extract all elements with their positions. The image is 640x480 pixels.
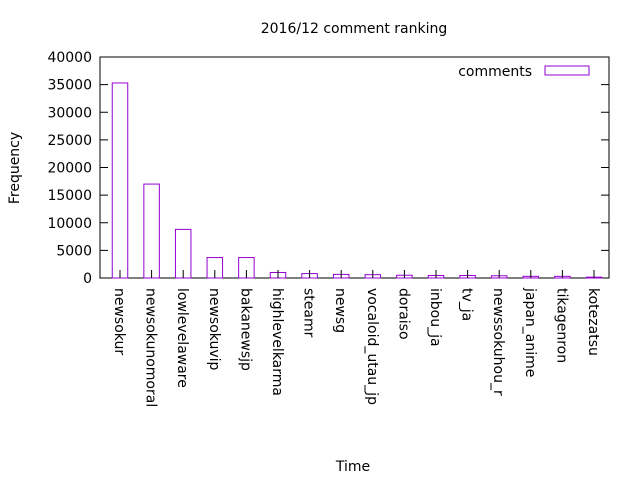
y-axis-label: Frequency: [7, 132, 23, 204]
x-axis-label: Time: [335, 459, 370, 475]
x-tick-label: steamr: [301, 288, 317, 338]
x-tick-label: kotezatsu: [585, 288, 601, 356]
bar-newsokunomoral: [143, 183, 160, 279]
x-tick-label: lowlevelaware: [174, 288, 190, 388]
y-tick-label: 0: [83, 271, 92, 287]
y-tick-label: 15000: [47, 188, 92, 204]
x-tick-label: vocaloid_utau_jp: [364, 288, 380, 405]
x-tick-label: bakanewsjp: [237, 288, 253, 371]
x-tick-label: newsokunomoral: [143, 288, 159, 407]
x-tick-label: newssokuhou_r: [490, 288, 506, 396]
x-tick-label: newsokuvip: [206, 288, 222, 371]
y-tick-label: 10000: [47, 216, 92, 232]
plot-border: [99, 56, 610, 279]
legend-swatch: [544, 65, 590, 76]
bar-newsokur: [111, 82, 129, 279]
y-tick-label: 35000: [47, 78, 92, 94]
x-tick-label: highlevelkarma: [269, 288, 285, 396]
y-axis: 0 5000 10000 15000 20000 25000 30000 35000 40000: [47, 50, 609, 287]
x-tick-label: inbou_ja: [427, 288, 443, 347]
bar-series: [111, 82, 603, 279]
y-tick-label: 20000: [47, 161, 92, 177]
legend: comments: [458, 64, 590, 80]
y-tick-label: 30000: [47, 105, 92, 121]
x-tick-label: tv_ja: [459, 288, 475, 321]
x-tick-label: japan_anime: [522, 287, 538, 377]
x-tick-label: newsg: [332, 288, 348, 333]
x-tick-label: tikagenron: [553, 288, 569, 363]
y-tick-label: 25000: [47, 133, 92, 149]
legend-label: comments: [458, 64, 532, 80]
x-tick-label: newsokur: [111, 288, 127, 355]
y-tick-label: 40000: [47, 50, 92, 66]
y-tick-label: 5000: [56, 243, 92, 259]
x-tick-label: doraiso: [395, 288, 411, 340]
chart-title: 2016/12 comment ranking: [261, 21, 448, 37]
x-axis: newsokur newsokunomoral lowlevelaware newso…: [111, 270, 601, 407]
